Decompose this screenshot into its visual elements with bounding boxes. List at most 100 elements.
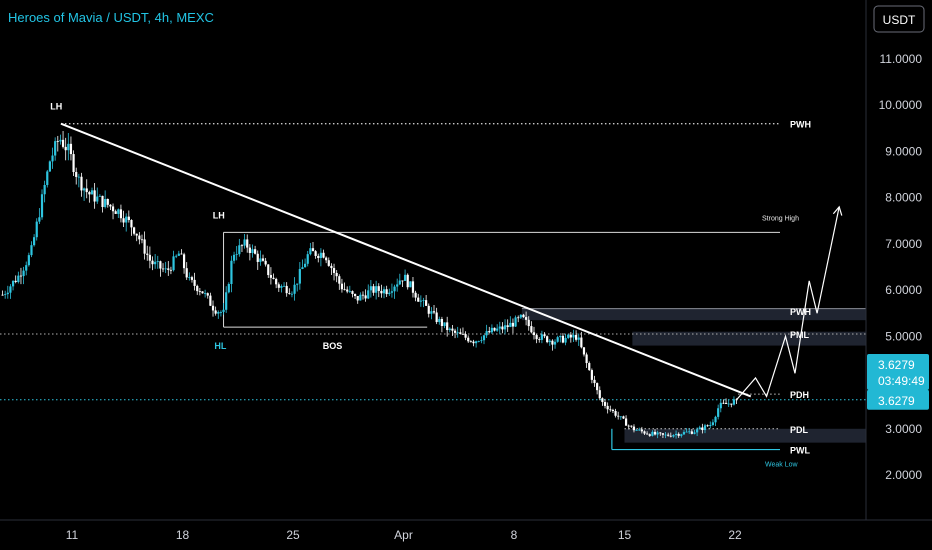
annotation-label: LH: [213, 210, 225, 220]
candle-body: [330, 265, 333, 269]
quote-button-box[interactable]: [873, 5, 925, 33]
candle-body: [327, 260, 330, 266]
x-tick-label: 22: [728, 528, 742, 542]
candle-body: [688, 431, 691, 433]
candle-body: [475, 341, 478, 344]
candle-body: [264, 260, 267, 265]
candle-body: [553, 341, 557, 345]
candle-body: [438, 318, 441, 323]
candle-body: [693, 432, 696, 434]
x-tick-label: 15: [618, 528, 632, 542]
candle-body: [632, 426, 636, 431]
candle-body: [567, 334, 570, 338]
candle-body: [304, 263, 307, 268]
candle-body: [230, 260, 233, 285]
candle-body: [719, 402, 722, 409]
price-axis-tag: [867, 389, 929, 410]
candle-body: [361, 294, 365, 296]
level-band: [624, 428, 866, 443]
candle-body: [667, 434, 670, 436]
candle-body: [646, 433, 649, 435]
candle-body: [677, 433, 680, 436]
price-axis[interactable]: 11.0000 10.0000 9.0000 8.0000 7.0000 6.0000 5.…: [865, 0, 932, 520]
candle-body: [732, 399, 736, 405]
candle-body: [75, 172, 78, 177]
candle-body: [277, 284, 280, 288]
candle-body: [346, 289, 349, 292]
candle-body: [685, 431, 688, 433]
quote-button-label[interactable]: USDT: [883, 13, 916, 27]
candle-body: [256, 253, 259, 262]
candle-body: [577, 337, 580, 340]
candle-body: [48, 161, 51, 172]
price-countdown-tag: [867, 354, 929, 390]
candle-body: [467, 337, 470, 342]
candle-body: [40, 194, 44, 218]
candle-body: [238, 245, 241, 255]
candle-body: [430, 311, 433, 314]
candle-body: [664, 434, 667, 436]
candle-body: [204, 293, 207, 295]
candle-body: [582, 347, 586, 355]
candle-body: [690, 431, 693, 434]
candle-body: [225, 292, 228, 310]
candle-body: [596, 383, 599, 391]
candle-body: [446, 322, 449, 331]
candle-body: [335, 272, 338, 277]
level-label: Strong High: [762, 215, 799, 222]
y-tick-label: 6.0000: [885, 283, 922, 297]
candle-body: [111, 206, 115, 212]
price-tag-countdown: 03:49:49: [878, 374, 925, 388]
candle-body: [325, 257, 328, 261]
candle-body: [319, 252, 322, 259]
candle-body: [461, 333, 465, 335]
candle-body: [80, 176, 83, 191]
candle-body: [674, 433, 678, 436]
candle-body: [248, 247, 251, 254]
candle-body: [682, 432, 686, 435]
candle-body: [164, 268, 167, 270]
candle-body: [559, 335, 562, 338]
candle-body: [196, 285, 199, 292]
candle-body: [711, 422, 714, 425]
candle-body: [38, 217, 41, 222]
y-tick-label: 5.0000: [885, 329, 922, 343]
candle-body: [538, 339, 541, 340]
candle-body: [619, 416, 622, 418]
candle-body: [511, 322, 515, 327]
level-labels: PWH Strong High PWH PML PDH PDL PWL Weak Low LH L…: [50, 102, 811, 469]
candle-body: [638, 429, 641, 431]
candle-body: [11, 280, 15, 287]
candle-body: [419, 300, 422, 302]
candle-body: [546, 336, 549, 343]
candle-body: [580, 337, 583, 348]
candle-body: [340, 283, 344, 290]
candle-body: [435, 312, 438, 323]
candle-body: [535, 335, 538, 340]
candle-body: [206, 293, 209, 296]
level-band: [632, 331, 866, 346]
time-axis[interactable]: 11 18 25 Apr 8 15 22: [0, 519, 932, 542]
y-tick-label: 10.0000: [879, 98, 923, 112]
candle-body: [301, 267, 304, 270]
candle-body: [714, 416, 717, 423]
candle-body: [590, 370, 593, 380]
candle-body: [601, 398, 604, 403]
candle-body: [272, 277, 275, 279]
candle-body: [59, 139, 62, 142]
candle-body: [211, 305, 215, 311]
y-tick-label: 3.0000: [885, 422, 922, 436]
candle-body: [593, 379, 596, 384]
candle-body: [422, 300, 425, 301]
candle-body: [735, 399, 738, 401]
candle-body: [522, 314, 525, 318]
quote-button[interactable]: USDT: [873, 5, 925, 33]
y-tick-label: 2.0000: [885, 468, 922, 482]
candle-body: [251, 249, 254, 254]
candle-body: [698, 427, 701, 430]
candle-body: [209, 295, 212, 306]
candle-body: [138, 235, 141, 240]
candle-body: [701, 427, 704, 431]
